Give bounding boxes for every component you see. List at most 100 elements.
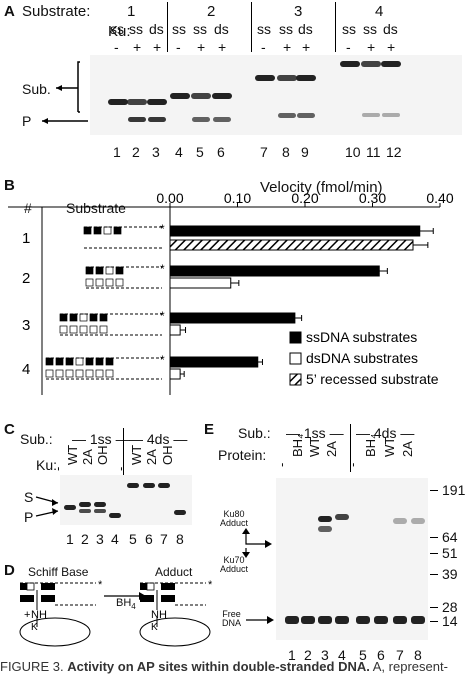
product-band: [382, 113, 400, 117]
c-group2-label: — 4ds —: [129, 431, 188, 447]
schematic-box: [105, 369, 114, 378]
ku-status: +: [387, 39, 396, 55]
substrate-schematic: *: [83, 222, 165, 249]
figure-caption: FIGURE 3. Activity on AP sites within do…: [0, 659, 448, 674]
ku-status: -: [261, 39, 266, 55]
substrate-schematic: *: [45, 353, 165, 380]
schiff-base-label: Schiff Base: [28, 565, 89, 579]
ku-status: +: [302, 39, 311, 55]
gel-band: [94, 502, 106, 507]
p-label: P: [22, 113, 32, 129]
substrate-band: [147, 99, 167, 105]
legend-label: ssDNA substrates: [306, 329, 417, 345]
protein-variant: BH₄: [363, 433, 378, 457]
lane-number: 7: [160, 531, 168, 547]
lane-number: 12: [386, 144, 402, 160]
product-band: [362, 113, 380, 117]
strand-star: *: [160, 222, 165, 236]
row-number: 1: [22, 230, 30, 247]
schematic-box: [113, 226, 122, 235]
marker-tick: [430, 574, 438, 575]
size-marker: 64: [442, 529, 458, 545]
c-p-label: P: [24, 509, 34, 525]
tick-label: 0.00: [156, 190, 183, 206]
schematic-box: [69, 325, 78, 334]
k-label-1: K: [31, 622, 38, 633]
row-number: 2: [22, 270, 30, 287]
lane-number: 1: [288, 647, 296, 663]
adduct-band: [411, 518, 425, 524]
schematic-box: [95, 357, 104, 366]
gel-band: [64, 505, 76, 510]
gel-band: [79, 509, 91, 513]
schematic-box: [99, 325, 108, 334]
substrate-band: [127, 99, 147, 105]
schematic-box: [65, 369, 74, 378]
substrate-band: [381, 61, 401, 67]
ku-status: +: [218, 39, 227, 55]
gel-image-a: [90, 55, 462, 135]
schematic-box: [93, 226, 102, 235]
gel-band: [174, 510, 186, 515]
schematic-box: [99, 313, 108, 322]
strand-type: ds: [383, 21, 398, 37]
panel-c-arrows: [35, 496, 59, 517]
lane-number: 7: [396, 647, 404, 663]
substrate-band: [361, 61, 381, 67]
substrate-band: [170, 93, 190, 99]
size-marker: 14: [442, 613, 458, 629]
schematic-box: [59, 325, 68, 334]
schematic-box: [45, 357, 54, 366]
lane-number: 9: [301, 144, 309, 160]
free-dna-band: [285, 616, 299, 624]
product-band: [278, 113, 296, 118]
panel-a-label: A: [4, 3, 15, 20]
tick-label: 0.10: [224, 190, 251, 206]
lane-number: 3: [321, 647, 329, 663]
strand-star: *: [160, 309, 165, 323]
k-label-2: K: [151, 622, 158, 633]
schematic-box: [103, 226, 112, 235]
gel-image-e: [276, 478, 428, 640]
lane-number: 5: [129, 531, 137, 547]
schematic-box: [115, 266, 124, 275]
group-1-label: 1: [127, 3, 136, 20]
tick-label: 0.30: [359, 190, 386, 206]
panel-a-arrows: [42, 61, 88, 124]
ku-status: +: [283, 39, 292, 55]
lane-number: 4: [175, 144, 183, 160]
star-2: *: [208, 579, 213, 591]
lane-number: 4: [111, 531, 119, 547]
size-marker: 28: [442, 599, 458, 615]
legend-swatch: [289, 352, 302, 365]
ku-status: -: [176, 39, 181, 55]
schematic-box: [95, 278, 104, 287]
schematic-box: [105, 278, 114, 287]
ku-status: +: [197, 39, 206, 55]
strand-type: ss: [129, 21, 143, 37]
schematic-box: [85, 278, 94, 287]
product-band: [297, 113, 315, 118]
substrate-band: [255, 75, 275, 81]
tick-label: 0.40: [426, 190, 453, 206]
group-4-label: 4: [375, 3, 384, 20]
gel-image-c: [60, 475, 192, 525]
adduct-band: [318, 526, 332, 532]
panel-e-label: E: [204, 421, 215, 438]
schematic-box: [55, 357, 64, 366]
strand-type: ds: [149, 21, 164, 37]
lane-number: 1: [113, 144, 121, 160]
lane-number: 8: [176, 531, 184, 547]
e-group1-label: — 1ss —: [286, 425, 344, 441]
schematic-box: [85, 357, 94, 366]
mechanism-diagram: * + NH K * NH K: [19, 579, 213, 647]
substrate-band: [108, 99, 128, 105]
lane-number: 4: [338, 647, 346, 663]
strand-star: *: [160, 353, 165, 367]
tick-label: 0.20: [291, 190, 318, 206]
ku-status: +: [133, 39, 142, 55]
gel-band: [143, 483, 155, 488]
lane-number: 8: [282, 144, 290, 160]
sub-label: Sub.: [22, 81, 51, 97]
schematic-box: [115, 278, 124, 287]
